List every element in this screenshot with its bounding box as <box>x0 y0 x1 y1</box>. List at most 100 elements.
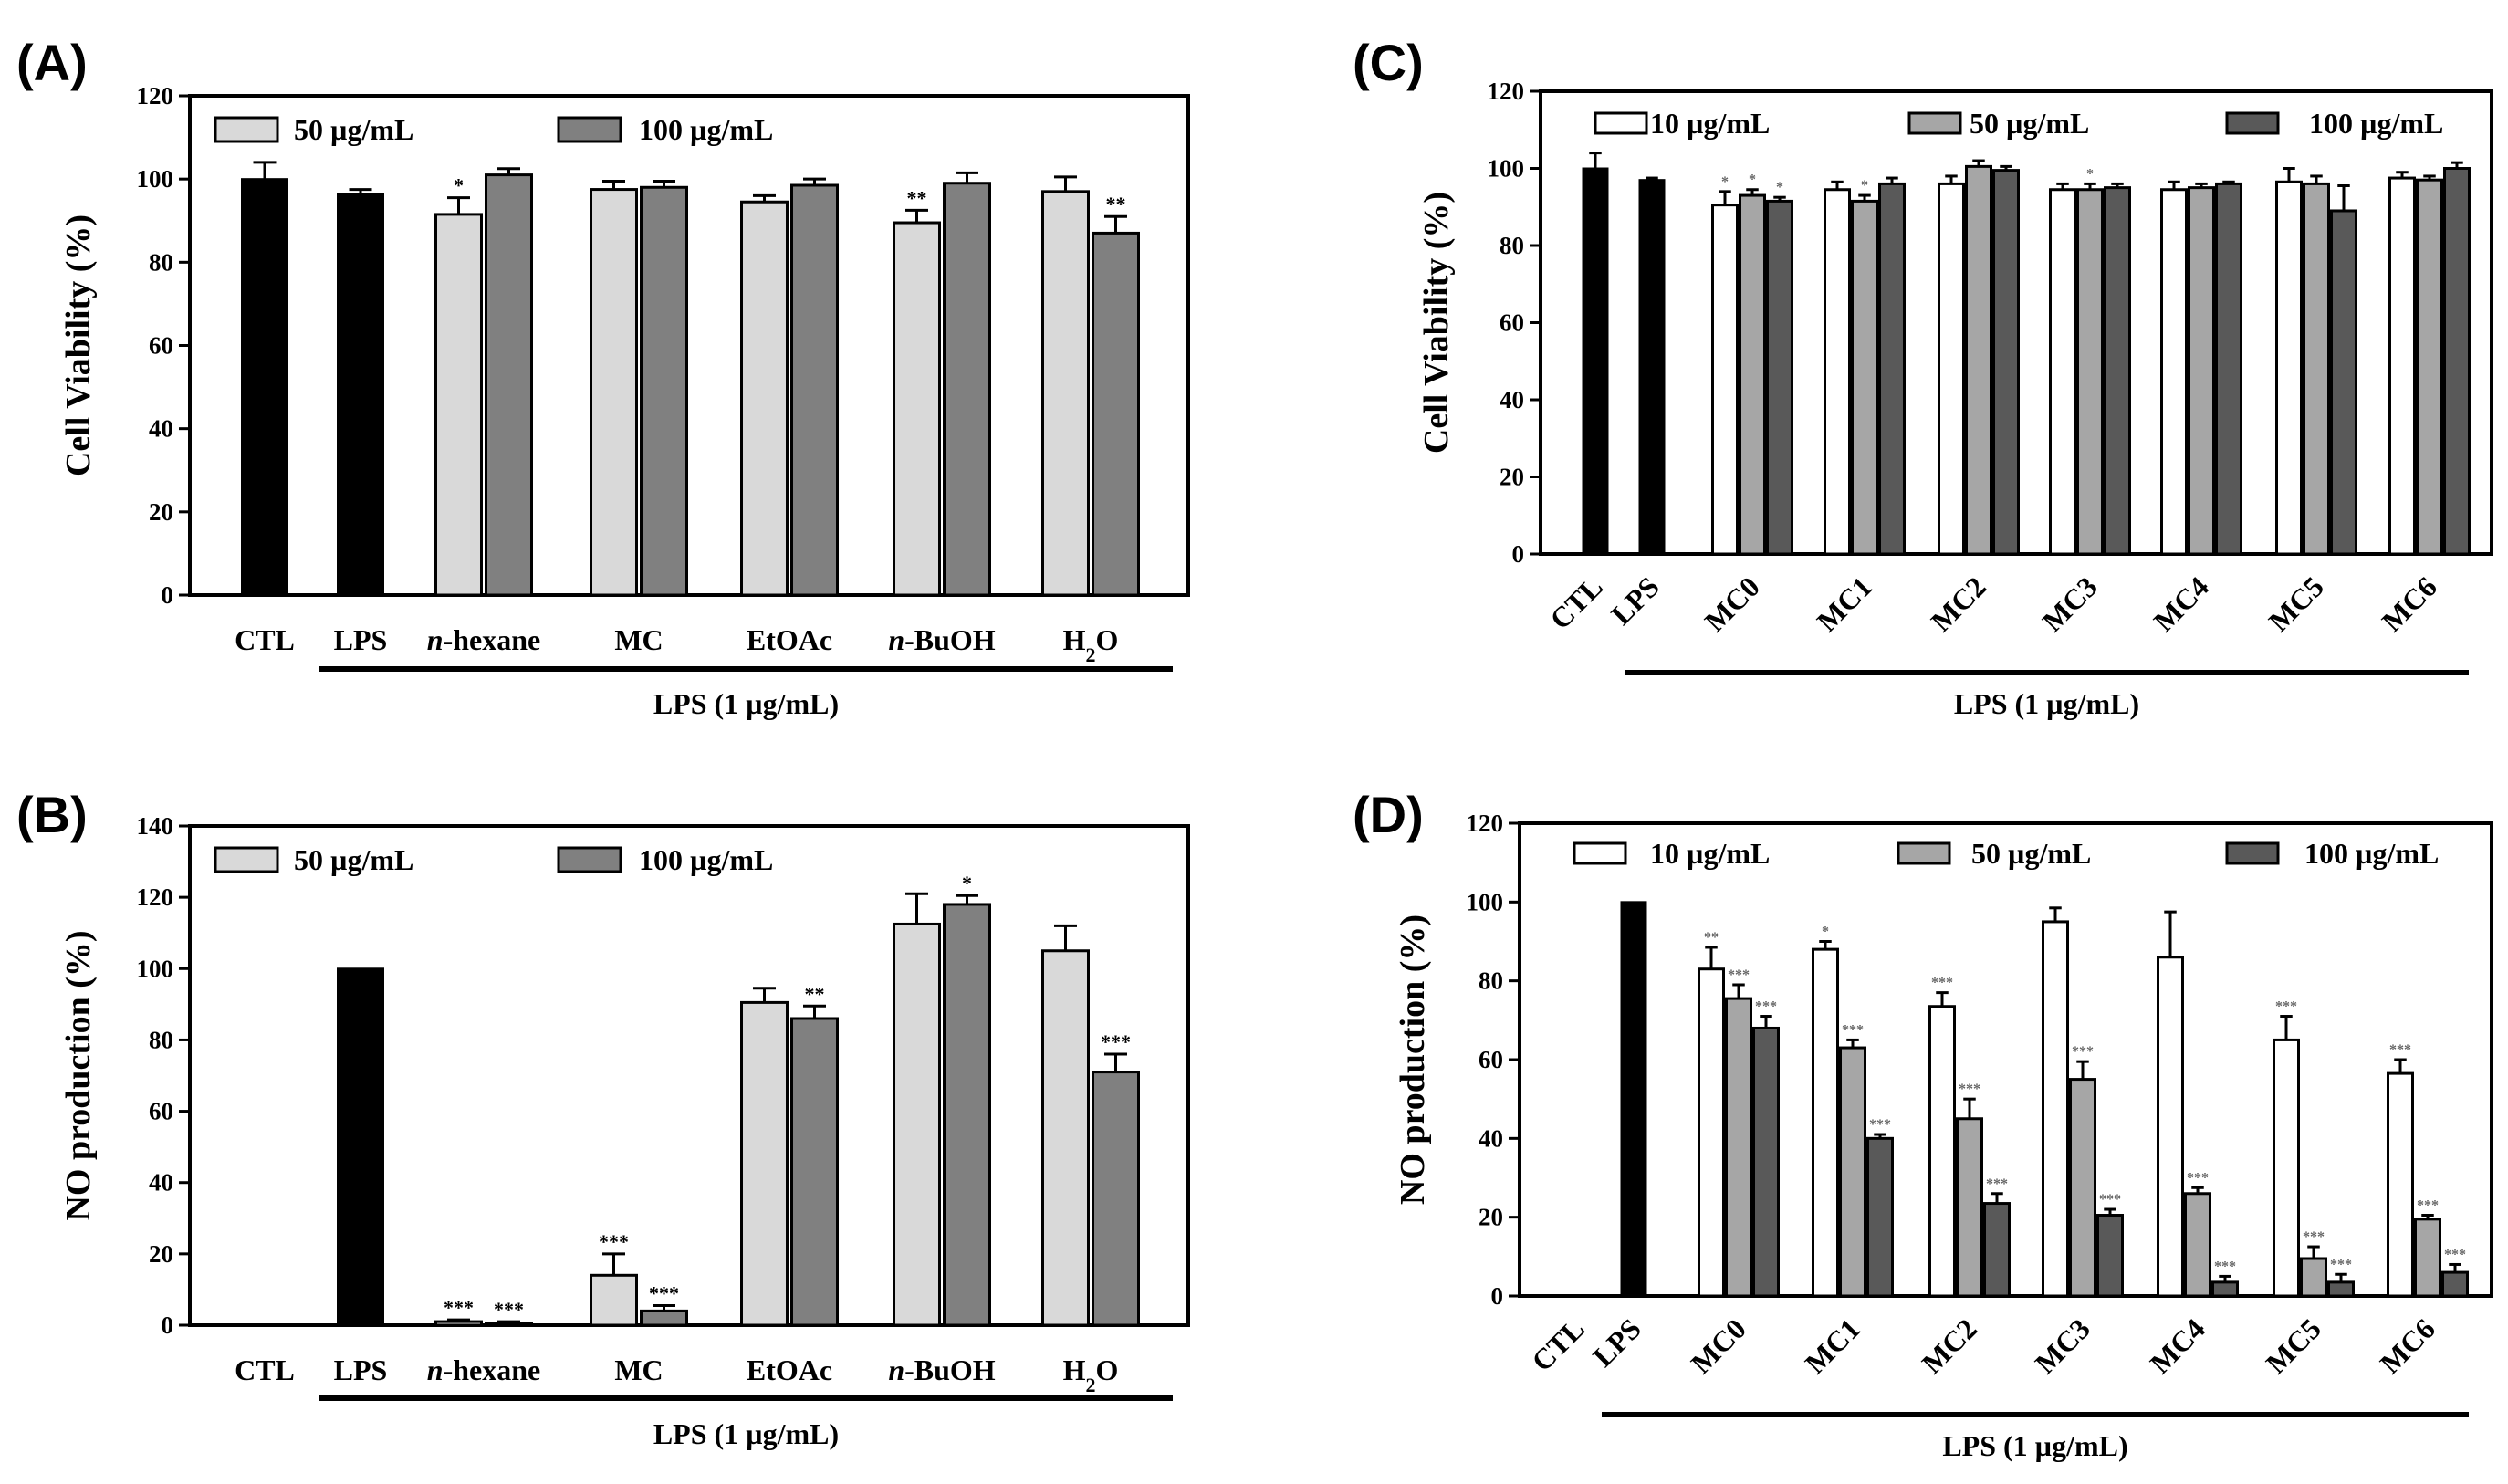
bar-mc3-series-3 <box>2104 186 2131 556</box>
legend-swatch <box>2225 111 2280 135</box>
category-label: MC4 <box>2143 1312 2210 1379</box>
bar-mc5-series-2 <box>2300 1257 2327 1298</box>
category-label: MC3 <box>2035 570 2103 637</box>
y-axis-title: Cell Viability (%) <box>1417 192 1456 454</box>
bar-lps <box>337 193 384 597</box>
bar-mc6-series-3 <box>2441 1270 2469 1298</box>
significance-mark: ** <box>907 186 927 209</box>
bar-mc-series-1 <box>590 1273 638 1327</box>
plot-frame <box>188 824 1190 1327</box>
significance-mark: *** <box>2330 1257 2352 1272</box>
category-label: H2O <box>1063 623 1119 666</box>
panel-c: (C) 0 20 40 60 80 100 120 Cell Viability (%) * * * *… <box>1353 34 2493 720</box>
category-label: MC0 <box>1698 570 1765 637</box>
bar-mc3-series-1 <box>2042 920 2069 1298</box>
panel-letter: (D) <box>1353 786 1424 843</box>
bar-mc6-series-1 <box>2388 176 2416 556</box>
y-tick-label: 0 <box>1512 540 1525 568</box>
y-tick-label: 20 <box>149 1240 173 1268</box>
category-label: n-hexane <box>427 623 540 656</box>
y-tick-label: 0 <box>162 581 174 609</box>
bar-mc6-series-2 <box>2414 1218 2441 1298</box>
legend-label: 50 µg/mL <box>294 113 413 146</box>
y-tick-label: 100 <box>1488 155 1525 183</box>
category-label: CTL <box>1543 570 1609 635</box>
bar-etoac-series-2 <box>790 183 839 597</box>
bar-mc5-series-1 <box>2275 180 2303 556</box>
legend-swatch <box>1573 841 1627 865</box>
y-tick-label: 60 <box>149 332 173 360</box>
y-tick-label: 20 <box>1500 464 1524 491</box>
treatment-group-label: LPS (1 µg/mL) <box>1942 1429 2127 1462</box>
bar-mc1-series-2 <box>1839 1046 1866 1298</box>
bar-etoac-series-1 <box>740 1000 789 1327</box>
bar-lps <box>337 967 384 1327</box>
category-label: MC3 <box>2028 1312 2095 1379</box>
bar-mc0-series-1 <box>1711 204 1739 556</box>
significance-mark: *** <box>1101 1030 1131 1053</box>
bar-mc2-series-3 <box>1983 1202 2011 1298</box>
bar-mc2-series-2 <box>1956 1117 1983 1298</box>
y-tick-label: 80 <box>149 1026 173 1053</box>
category-label: LPS <box>334 1353 388 1386</box>
bar-n-buoh-series-1 <box>893 221 941 597</box>
treatment-group-label: LPS (1 µg/mL) <box>1954 687 2139 720</box>
bar-mc3-series-2 <box>2076 188 2104 556</box>
treatment-group-label: LPS (1 µg/mL) <box>653 1417 839 1450</box>
category-label: H2O <box>1063 1353 1119 1396</box>
significance-mark: ** <box>1106 193 1126 215</box>
bar-ctl <box>1582 167 1609 555</box>
panel-letter: (C) <box>1353 34 1424 91</box>
legend-label: 10 µg/mL <box>1650 837 1770 870</box>
bar-mc2-series-1 <box>1938 182 1965 556</box>
legend-label: 100 µg/mL <box>2309 107 2443 140</box>
legend-label: 10 µg/mL <box>1650 107 1770 140</box>
significance-mark: *** <box>2444 1247 2466 1262</box>
significance-mark: *** <box>2417 1198 2439 1214</box>
category-label: MC0 <box>1684 1312 1751 1379</box>
legend-swatch <box>557 116 622 143</box>
bar-mc4-series-2 <box>2188 186 2215 556</box>
category-label: CTL <box>1525 1312 1591 1377</box>
y-tick-label: 120 <box>1488 78 1525 105</box>
bar-mc6-series-1 <box>2387 1071 2414 1298</box>
significance-mark: * <box>1822 925 1829 940</box>
significance-mark: *** <box>1959 1082 1980 1097</box>
category-label: MC5 <box>2262 570 2329 637</box>
category-label: n-BuOH <box>888 1353 995 1386</box>
bar-mc1-series-3 <box>1866 1136 1894 1298</box>
bar-h2o-series-2 <box>1092 1071 1140 1327</box>
significance-mark: *** <box>2187 1170 2209 1186</box>
bar-mc0-series-1 <box>1698 967 1725 1298</box>
y-axis-title: NO production (%) <box>59 930 98 1220</box>
significance-mark: *** <box>2303 1229 2325 1245</box>
significance-mark: * <box>962 872 972 894</box>
y-tick-label: 40 <box>1479 1124 1503 1152</box>
significance-mark: *** <box>1931 976 1953 991</box>
category-label: CTL <box>235 1353 295 1386</box>
legend-swatch <box>214 116 279 143</box>
significance-mark: * <box>1749 172 1756 188</box>
significance-mark: * <box>1861 178 1868 193</box>
bar-h2o-series-1 <box>1041 949 1090 1327</box>
y-tick-label: 20 <box>1479 1204 1503 1231</box>
significance-mark: *** <box>444 1296 474 1319</box>
y-tick-label: 100 <box>1467 888 1504 915</box>
significance-mark: ** <box>805 982 825 1005</box>
significance-mark: *** <box>599 1230 629 1253</box>
y-tick-label: 0 <box>1491 1282 1504 1310</box>
significance-mark: * <box>2086 166 2094 182</box>
y-tick-label: 80 <box>1479 967 1503 995</box>
bar-mc4-series-3 <box>2211 1280 2239 1298</box>
legend-label: 50 µg/mL <box>1971 837 2091 870</box>
y-tick-label: 40 <box>1500 386 1524 413</box>
y-tick-label: 100 <box>137 955 174 982</box>
significance-mark: *** <box>1869 1117 1891 1133</box>
bar-mc2-series-3 <box>1992 169 2020 556</box>
legend-swatch <box>1897 841 1951 865</box>
legend-swatch <box>557 846 622 873</box>
bar-mc4-series-1 <box>2160 188 2188 556</box>
